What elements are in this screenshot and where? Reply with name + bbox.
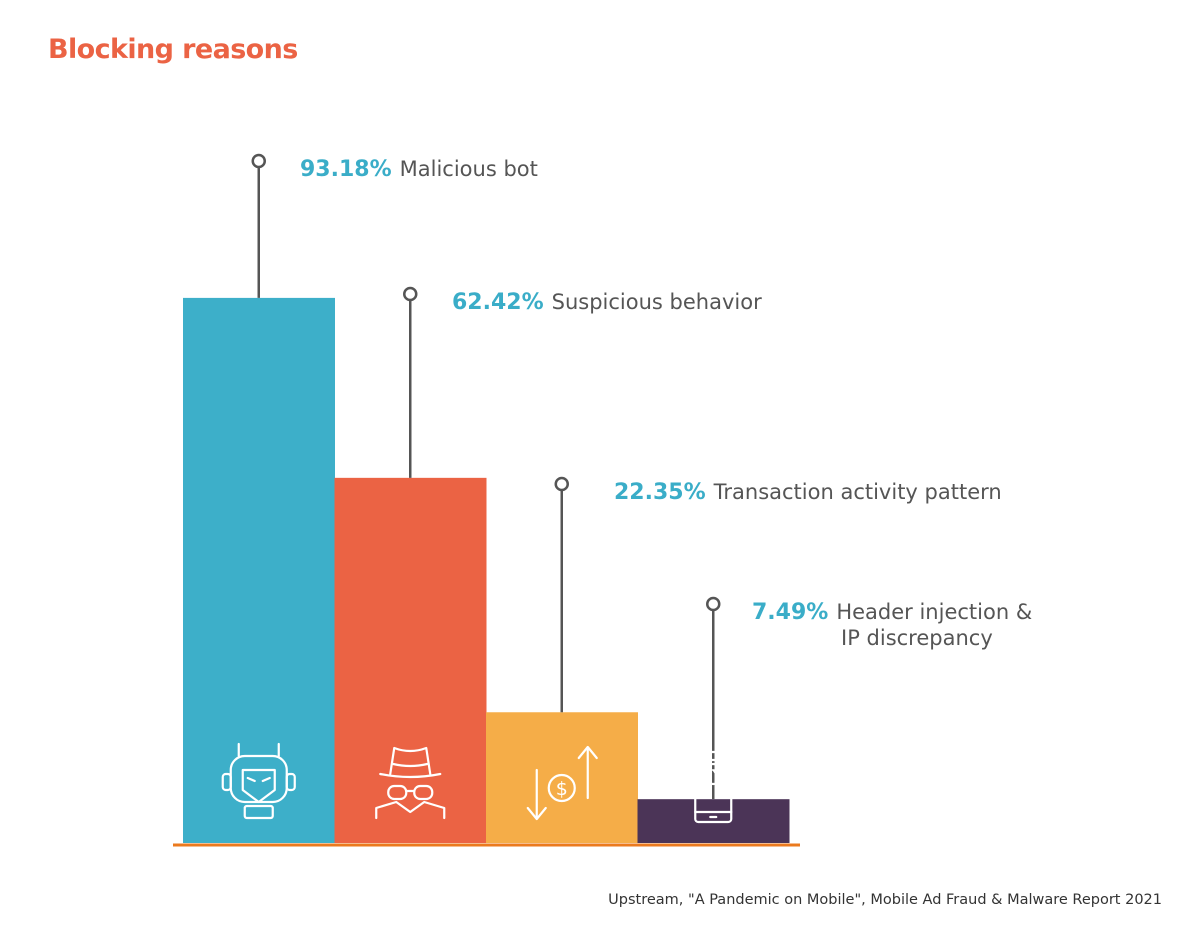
percent-label: 22.35%: [614, 480, 706, 505]
leader-dot-1: [251, 153, 266, 169]
leader-dot-2: [403, 286, 418, 302]
robot-icon: [221, 742, 296, 820]
bar-2: [334, 477, 487, 843]
bar-3: [486, 712, 638, 843]
category-label: Malicious bot: [400, 157, 538, 181]
leader-dot-4: [706, 596, 721, 612]
spy-icon: [375, 746, 446, 820]
transaction-icon: $: [526, 745, 598, 821]
data-label-4: 7.49% Header injection &: [752, 600, 1032, 625]
data-label-2: 62.42% Suspicious behavior: [452, 290, 762, 315]
percent-label: 7.49%: [752, 600, 828, 625]
labels-layer: 93.18% Malicious bot 62.42% Suspicious beha…: [300, 157, 1032, 650]
bar-1: [183, 297, 335, 844]
icons-layer: $: [221, 742, 735, 824]
category-label-line-2: IP discrepancy: [841, 626, 993, 650]
phone-search-icon: [694, 750, 735, 824]
source-citation: Upstream, "A Pandemic on Mobile", Mobile…: [608, 892, 1162, 908]
data-label-1: 93.18% Malicious bot: [300, 157, 538, 182]
category-label: Transaction activity pattern: [713, 480, 1002, 504]
svg-text:$: $: [556, 778, 568, 800]
stems-layer: [251, 153, 721, 800]
percent-label: 62.42%: [452, 290, 544, 315]
leader-dot-3: [554, 476, 569, 492]
category-label: Suspicious behavior: [552, 290, 762, 314]
category-label: Header injection &: [836, 600, 1032, 624]
data-label-3: 22.35% Transaction activity pattern: [614, 480, 1002, 505]
chart-title: Blocking reasons: [48, 34, 298, 65]
percent-label: 93.18%: [300, 157, 392, 182]
bars-layer: [183, 297, 790, 844]
